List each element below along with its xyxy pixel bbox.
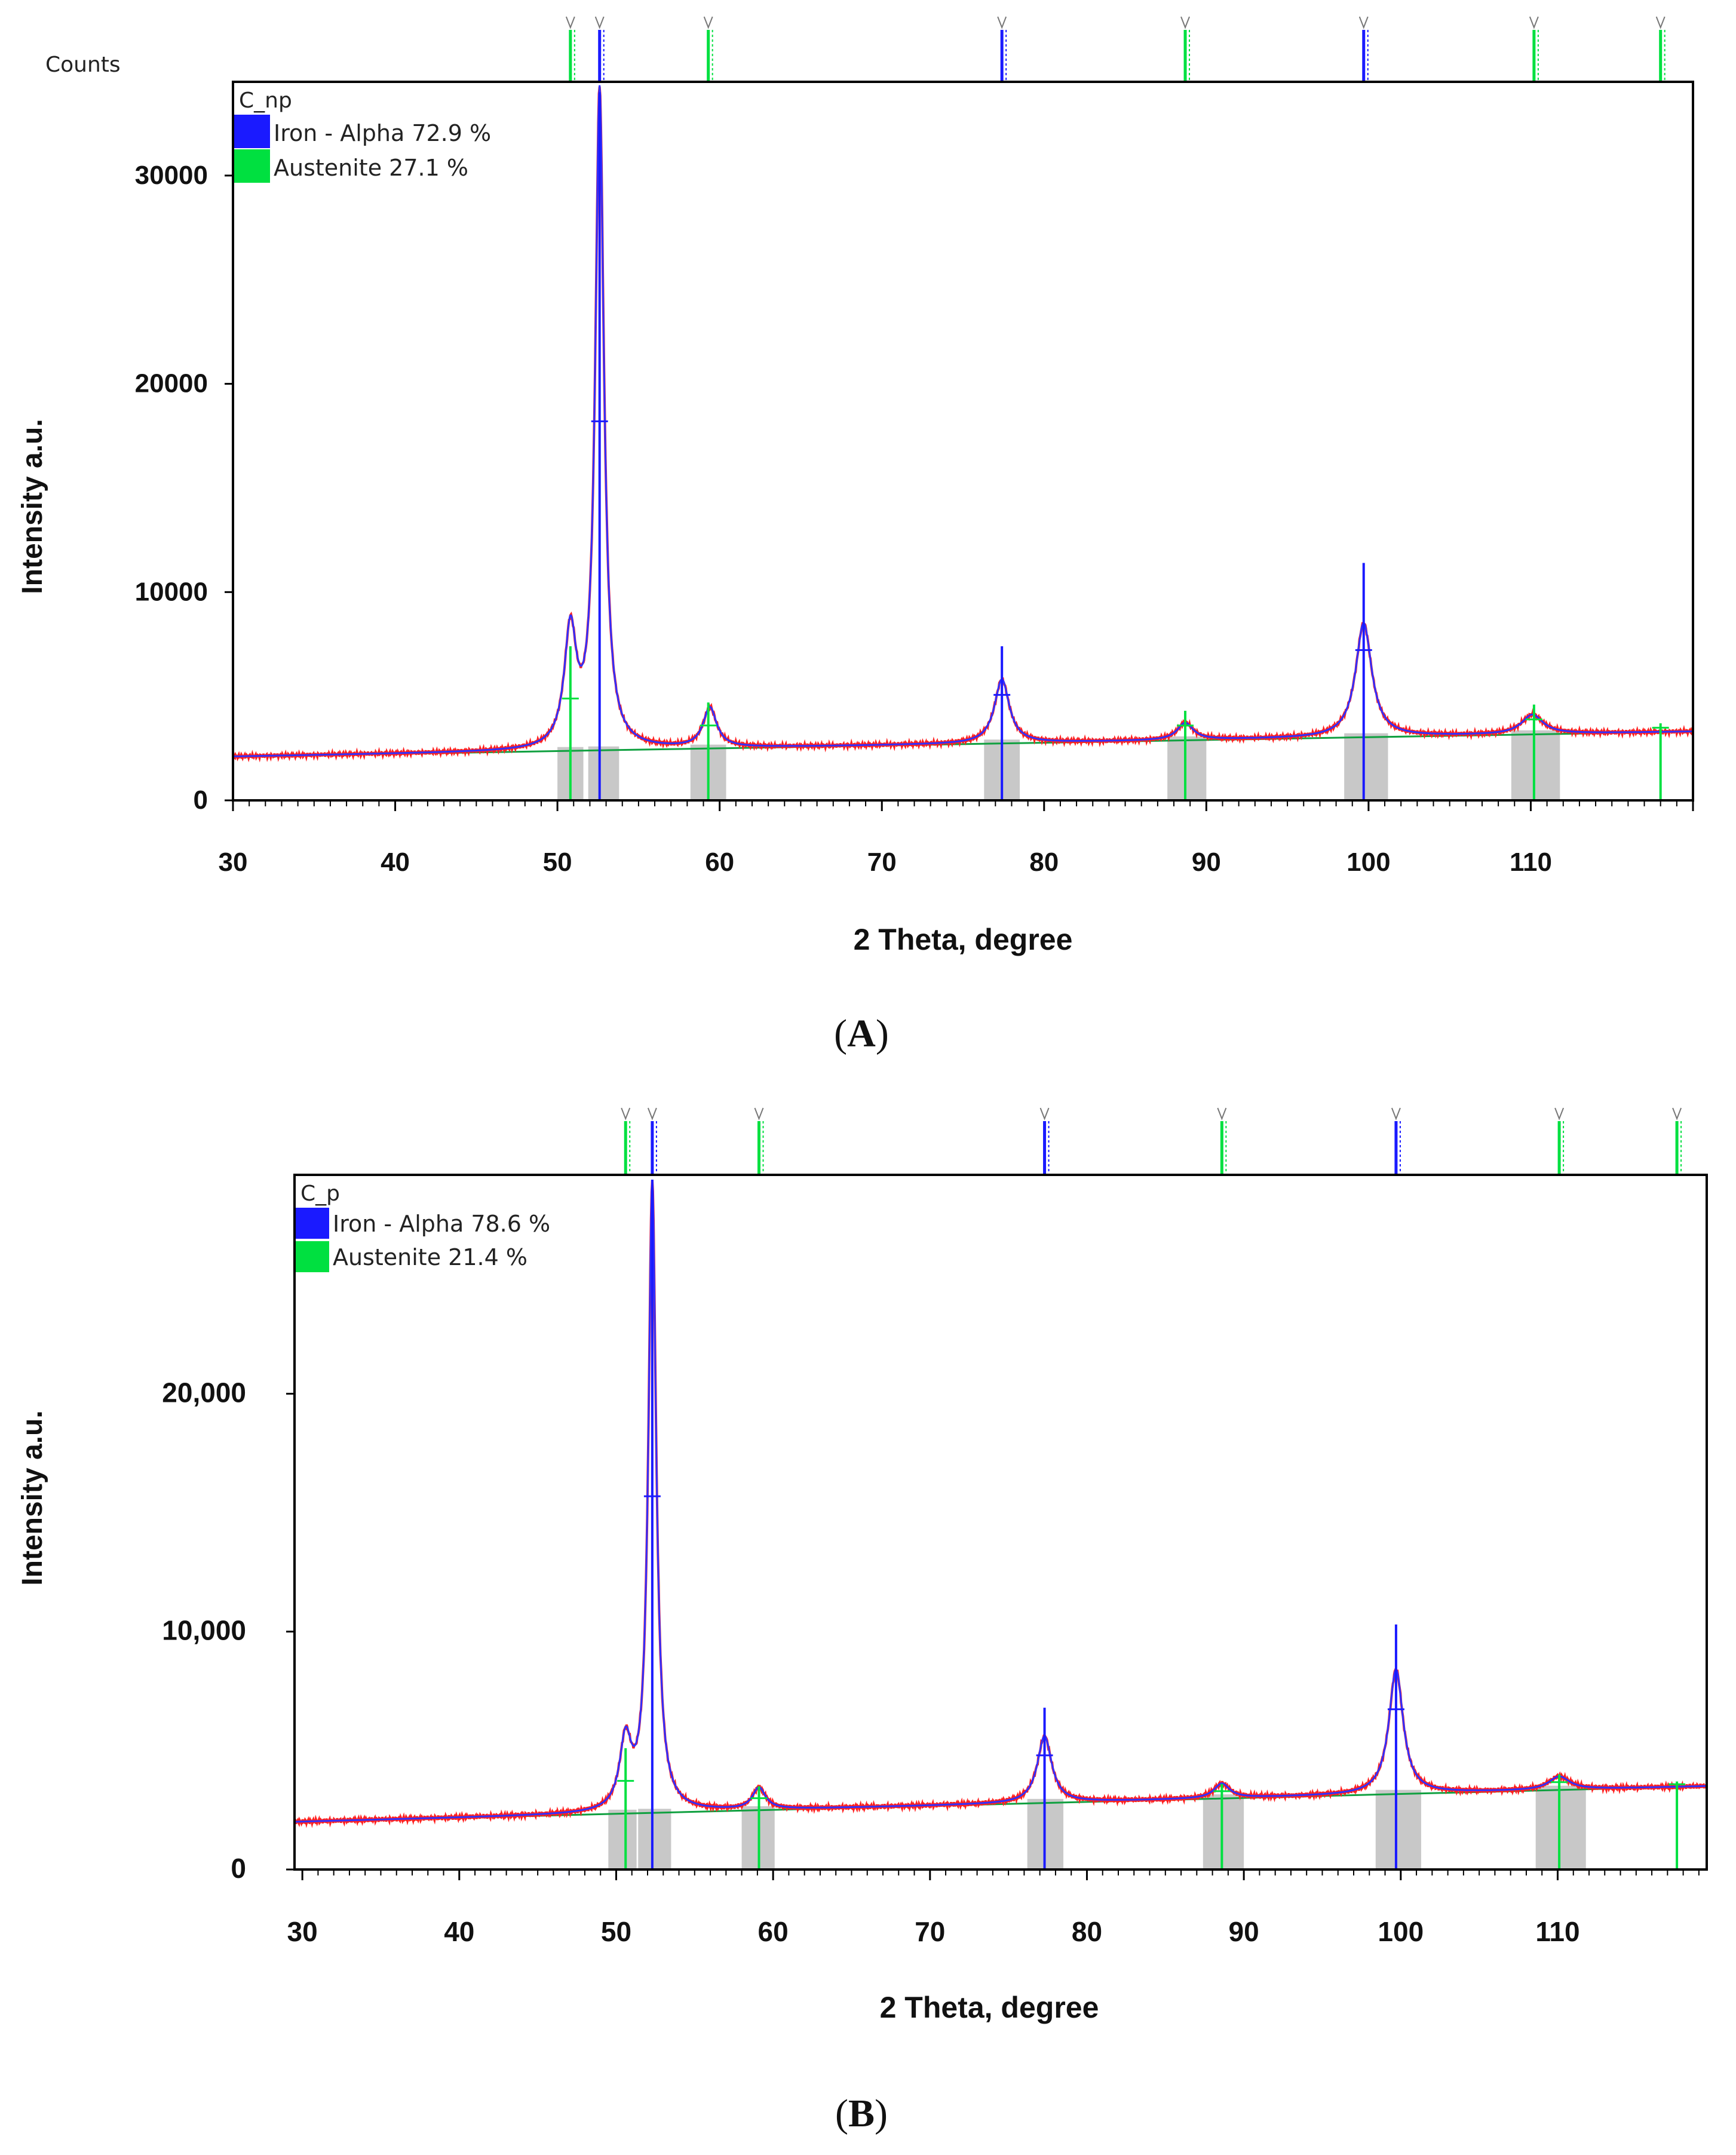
y-axis-title: Intensity a.u.	[17, 1410, 48, 1585]
x-axis-title: 2 Theta, degree	[854, 923, 1073, 956]
x-tick-label: 90	[1229, 1916, 1259, 1947]
reference-marker-caret	[1039, 1107, 1050, 1121]
reference-marker-caret	[1217, 1107, 1227, 1121]
plot-frame	[293, 1174, 1708, 1871]
legend-label-austenite: Austenite 21.4 %	[333, 1244, 527, 1270]
peak-band	[1511, 730, 1560, 800]
y-tick-label: 0	[231, 1853, 246, 1884]
reference-marker-caret	[621, 1107, 631, 1121]
x-axis-ticks: 30 40 50 60 70 80 90 100 110	[287, 1869, 1700, 1947]
reference-marker-caret	[1655, 16, 1666, 29]
legend-swatch-iron_alpha	[296, 1208, 329, 1239]
observed-profile-line	[294, 1180, 1707, 1828]
reference-marker-caret	[565, 16, 575, 29]
peak-band	[588, 746, 619, 800]
peak-band	[608, 1809, 637, 1869]
legend-swatch-iron_alpha	[234, 115, 270, 148]
x-tick-label: 40	[444, 1916, 474, 1947]
legend-label-iron_alpha: Iron - Alpha 78.6 %	[333, 1211, 550, 1237]
panel-a: Counts C_np Iron - Alpha 72.9 % Austenite …	[17, 16, 1694, 1055]
x-axis-ticks: 30 40 50 60 70 80 90 100 110	[219, 800, 1694, 877]
legend-swatch-austenite	[234, 149, 270, 183]
reference-marker-caret	[647, 1107, 657, 1121]
y-tick-label: 10000	[135, 577, 208, 606]
peak-band	[1535, 1785, 1586, 1869]
reference-marker-caret	[1529, 16, 1539, 29]
x-tick-label: 50	[543, 848, 572, 877]
observed-profile-line	[232, 86, 1694, 763]
x-tick-label: 100	[1378, 1916, 1424, 1947]
x-tick-label: 70	[915, 1916, 945, 1947]
reference-marker-caret	[754, 1107, 764, 1121]
reference-marker-caret	[1672, 1107, 1682, 1121]
x-axis-title: 2 Theta, degree	[880, 1991, 1099, 2024]
x-tick-label: 80	[1072, 1916, 1102, 1947]
plot-area	[232, 85, 1694, 800]
legend: C_np Iron - Alpha 72.9 % Austenite 27.1 %	[234, 88, 491, 183]
x-tick-label: 60	[758, 1916, 789, 1947]
x-tick-label: 100	[1347, 848, 1390, 877]
y-axis-ticks: 0 10,000 20,000	[162, 1377, 295, 1884]
sample-name: C_np	[239, 88, 292, 113]
reference-marker-row	[565, 16, 1666, 82]
sample-name: C_p	[300, 1181, 340, 1206]
reference-marker-caret	[997, 16, 1007, 29]
x-tick-label: 30	[287, 1916, 318, 1947]
calculated-profile-line	[233, 85, 1692, 757]
legend: C_p Iron - Alpha 78.6 % Austenite 21.4 %	[296, 1181, 550, 1272]
peak-band	[638, 1809, 671, 1869]
peak-band	[1344, 733, 1388, 800]
panel-b: C_p Iron - Alpha 78.6 % Austenite 21.4 % 0…	[17, 1107, 1708, 2135]
y-tick-label: 10,000	[162, 1615, 246, 1646]
y-tick-label: 0	[194, 785, 208, 815]
reference-marker-row	[621, 1107, 1682, 1175]
panel-label-a: (A)	[834, 1012, 889, 1055]
peak-band	[1167, 736, 1207, 800]
y-tick-label: 30000	[135, 161, 208, 190]
x-tick-label: 30	[219, 848, 248, 877]
legend-label-iron_alpha: Iron - Alpha 72.9 %	[274, 120, 491, 146]
calculated-profile-line	[294, 1180, 1707, 1823]
y-tick-label: 20,000	[162, 1377, 246, 1408]
y-tick-label: 20000	[135, 369, 208, 398]
reference-marker-caret	[1358, 16, 1369, 29]
reference-marker-caret	[594, 16, 605, 29]
peak-band	[1375, 1789, 1421, 1869]
x-tick-label: 110	[1535, 1916, 1579, 1947]
reference-marker-caret	[703, 16, 713, 29]
x-tick-label: 80	[1029, 848, 1059, 877]
x-tick-label: 70	[867, 848, 897, 877]
plot-area	[294, 1179, 1707, 1869]
x-tick-label: 90	[1192, 848, 1221, 877]
reference-marker-caret	[1554, 1107, 1565, 1121]
y-axis-title: Intensity a.u.	[17, 419, 48, 594]
reference-marker-caret	[1180, 16, 1190, 29]
x-tick-label: 110	[1510, 848, 1552, 877]
legend-label-austenite: Austenite 27.1 %	[274, 155, 468, 181]
legend-swatch-austenite	[296, 1241, 329, 1272]
x-tick-label: 50	[601, 1916, 631, 1947]
x-tick-label: 40	[381, 848, 410, 877]
y-axis-ticks: 0 10000 20000 30000	[135, 161, 233, 815]
reference-marker-caret	[1391, 1107, 1401, 1121]
peak-band	[1203, 1794, 1244, 1869]
plot-frame	[232, 81, 1694, 802]
x-tick-label: 60	[705, 848, 734, 877]
counts-label: Counts	[45, 53, 121, 77]
panel-label-b: (B)	[835, 2092, 888, 2135]
